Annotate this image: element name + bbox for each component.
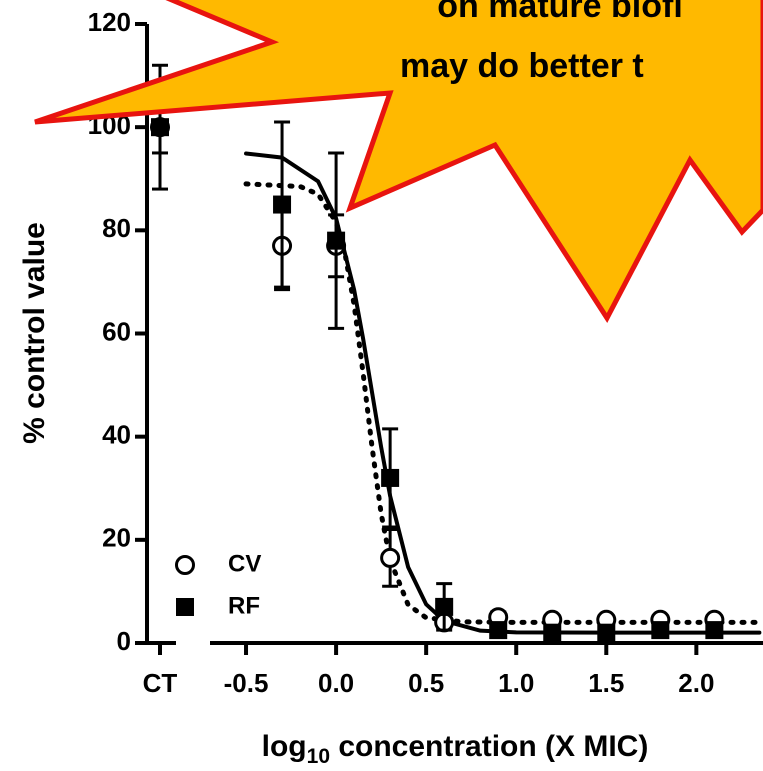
plot-area: CV RF [150, 63, 762, 642]
legend-label: CV [228, 550, 261, 577]
x-tick-label: 2.0 [678, 668, 714, 698]
y-tick-label: 40 [102, 420, 131, 450]
point [597, 623, 616, 642]
x-tick-label: 0.5 [408, 668, 444, 698]
x-axis-label: log10 concentration (X MIC) [262, 730, 649, 768]
point [651, 621, 670, 640]
x-tick-label: 0.0 [318, 668, 354, 698]
x-tick-label: 1.0 [498, 668, 534, 698]
point [380, 547, 401, 568]
callout: on mature biofi may do better t [34, 0, 763, 323]
y-axis-label: % control value [18, 222, 51, 444]
y-tick-label: 120 [88, 7, 131, 37]
x-label-part: concentration (X MIC) [330, 730, 648, 763]
point [327, 231, 346, 250]
x-label-subscript: 10 [307, 745, 330, 768]
x-tick-label: 1.5 [588, 668, 624, 698]
legend-marker [175, 555, 195, 575]
point [381, 468, 400, 487]
y-tick-label: 80 [102, 213, 131, 243]
legend-label: RF [228, 592, 260, 619]
point [543, 623, 562, 642]
y-tick-label: 60 [102, 316, 131, 346]
x-tick-label: -0.5 [224, 668, 269, 698]
point [489, 621, 508, 640]
point [705, 621, 724, 640]
point [435, 597, 454, 616]
x-tick-label: CT [143, 668, 178, 698]
callout-text: may do better t [400, 47, 644, 85]
legend-marker [176, 598, 194, 616]
y-tick-label: 20 [102, 523, 131, 553]
callout-burst [34, 0, 763, 323]
x-label-part: log [262, 730, 307, 763]
point [273, 195, 292, 214]
fit-curve [243, 181, 762, 625]
fit-curve [244, 151, 762, 635]
point [151, 118, 169, 137]
callout-text: on mature biofi [437, 0, 683, 25]
y-tick-label: 0 [117, 626, 131, 656]
